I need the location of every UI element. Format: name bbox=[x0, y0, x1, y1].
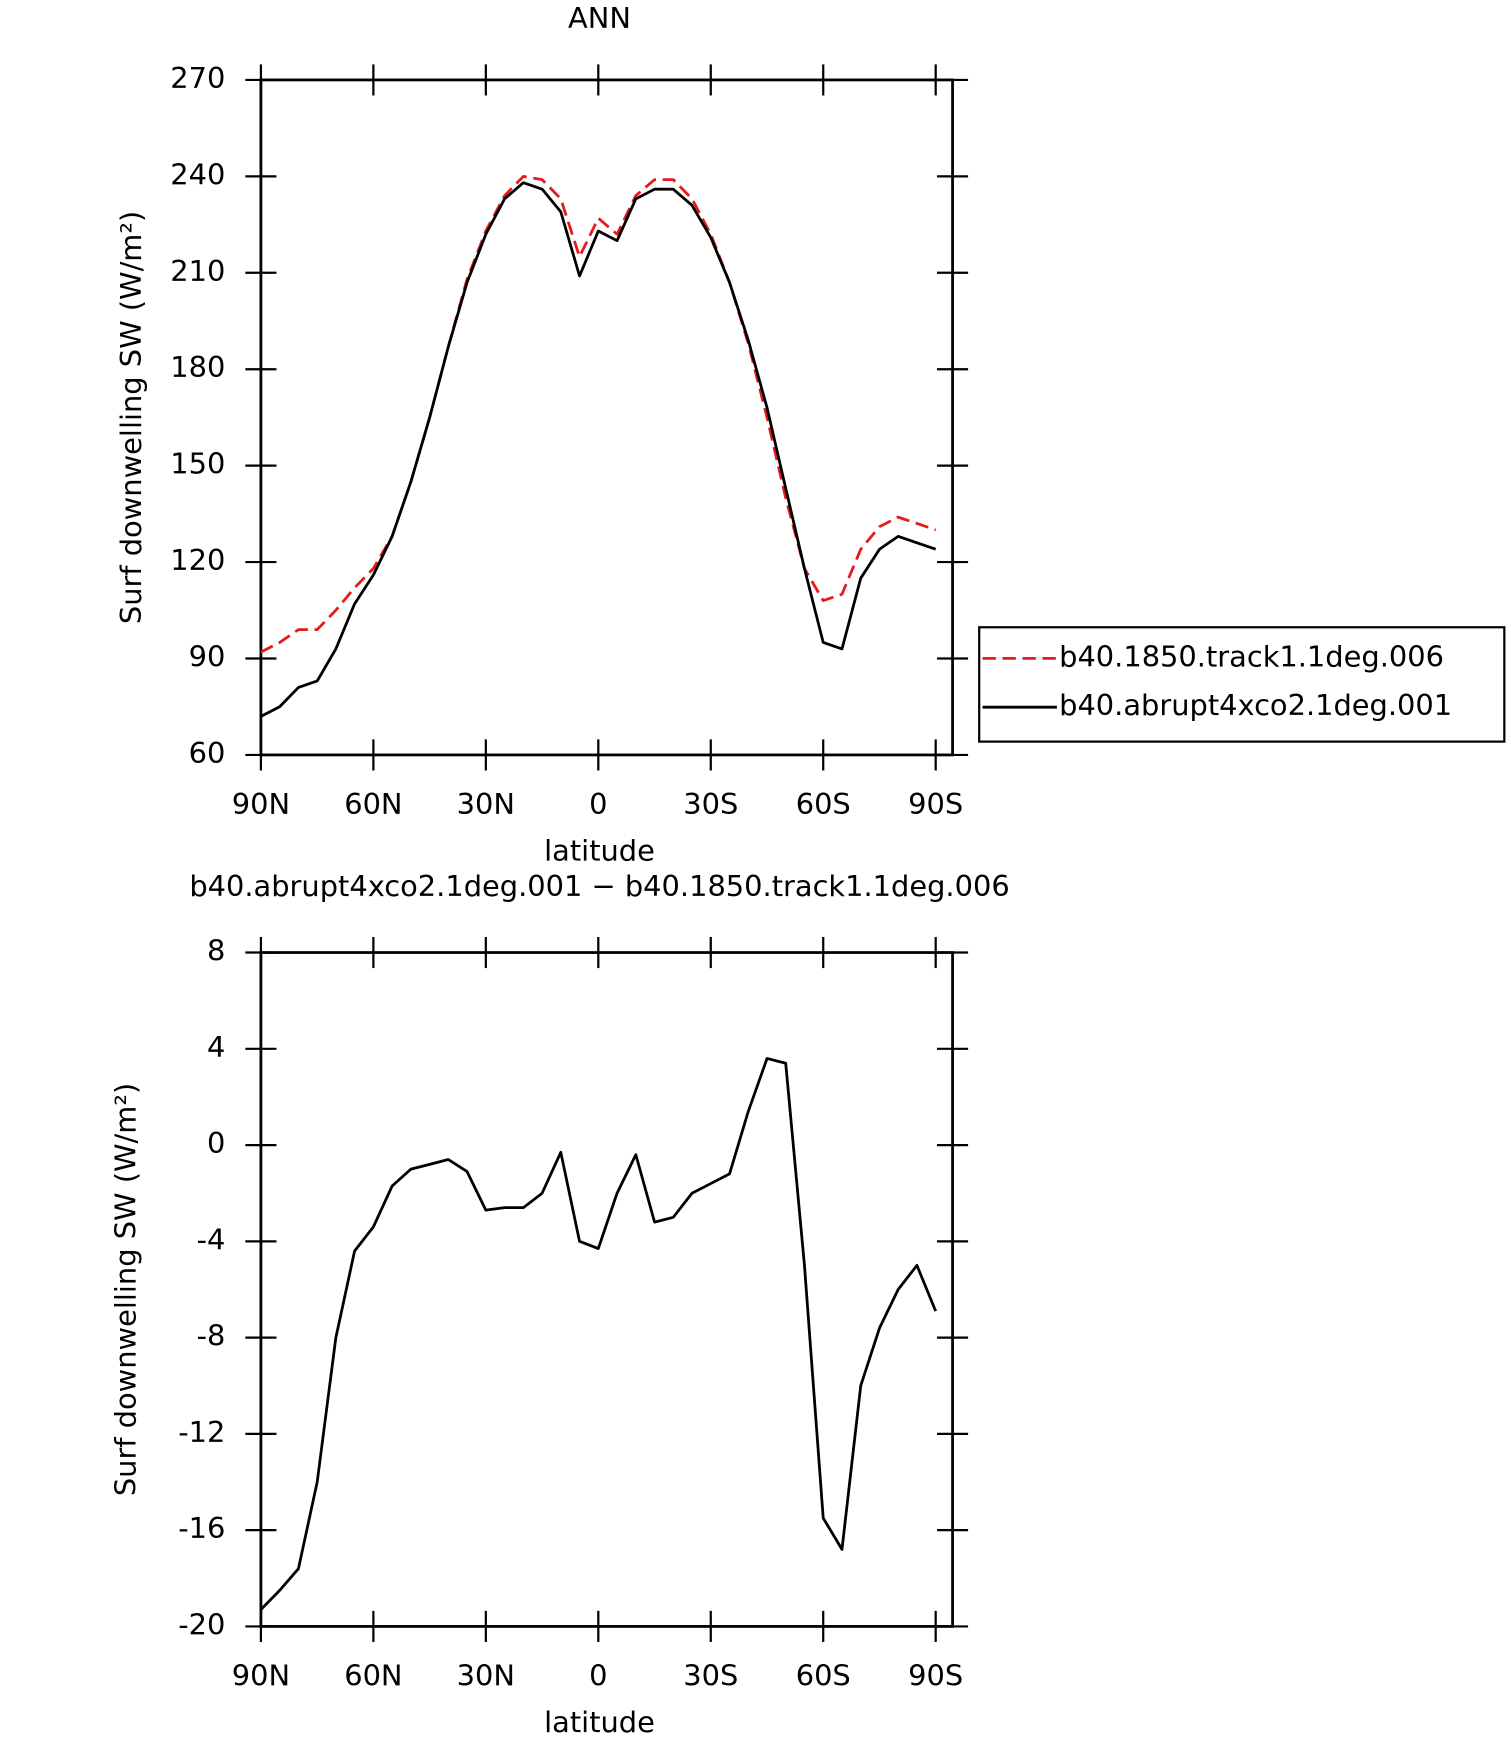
y-tick-label: 8 bbox=[207, 934, 225, 968]
x-tick-label: 0 bbox=[589, 1658, 607, 1692]
x-tick-label: 0 bbox=[589, 787, 607, 821]
y-tick-label: 60 bbox=[189, 736, 226, 770]
y-tick-label: -16 bbox=[178, 1511, 225, 1545]
y-tick-label: 210 bbox=[170, 254, 225, 288]
y-axis-label: Surf downwelling SW (W/m²) bbox=[109, 1083, 143, 1496]
y-axis-label: Surf downwelling SW (W/m²) bbox=[114, 211, 148, 624]
legend-box bbox=[978, 626, 1506, 743]
x-tick-label: 90N bbox=[232, 1658, 290, 1692]
x-tick-label: 90S bbox=[908, 787, 963, 821]
x-tick-label: 30S bbox=[683, 1658, 738, 1692]
y-tick-label: 120 bbox=[170, 543, 225, 577]
series-line bbox=[260, 175, 937, 654]
y-tick-label: 4 bbox=[207, 1030, 225, 1064]
series-line bbox=[260, 181, 937, 718]
y-tick-label: 180 bbox=[170, 350, 225, 384]
plot-frame bbox=[259, 78, 954, 757]
y-tick-label: 0 bbox=[207, 1126, 225, 1160]
x-tick-label: 60S bbox=[796, 787, 851, 821]
legend: b40.1850.track1.1deg.006 b40.abrupt4xco2.… bbox=[978, 626, 1506, 743]
y-tick-label: 270 bbox=[170, 61, 225, 95]
y-tick-label: 150 bbox=[170, 447, 225, 481]
plot-frame bbox=[259, 951, 954, 1628]
y-tick-label: -8 bbox=[197, 1319, 226, 1353]
chart-title: ANN bbox=[568, 1, 631, 35]
y-tick-label: -4 bbox=[197, 1222, 226, 1256]
y-tick-label: 240 bbox=[170, 157, 225, 191]
series-line bbox=[259, 1057, 937, 1611]
x-tick-label: 60S bbox=[796, 1658, 851, 1692]
x-tick-label: 90N bbox=[232, 787, 290, 821]
x-tick-label: 60N bbox=[344, 787, 402, 821]
legend-label: b40.1850.track1.1deg.006 bbox=[1059, 639, 1444, 673]
y-tick-label: -12 bbox=[178, 1415, 225, 1449]
y-tick-label: -20 bbox=[178, 1607, 225, 1641]
x-axis-label: latitude bbox=[544, 1705, 655, 1739]
y-tick-label: 90 bbox=[189, 640, 226, 674]
legend-label: b40.abrupt4xco2.1deg.001 bbox=[1059, 688, 1452, 722]
x-tick-label: 30N bbox=[457, 787, 515, 821]
x-tick-label: 30N bbox=[457, 1658, 515, 1692]
x-tick-label: 60N bbox=[344, 1658, 402, 1692]
chart-title: b40.abrupt4xco2.1deg.001 − b40.1850.trac… bbox=[189, 869, 1009, 903]
x-tick-label: 90S bbox=[908, 1658, 963, 1692]
x-tick-label: 30S bbox=[683, 787, 738, 821]
x-axis-label: latitude bbox=[544, 834, 655, 868]
